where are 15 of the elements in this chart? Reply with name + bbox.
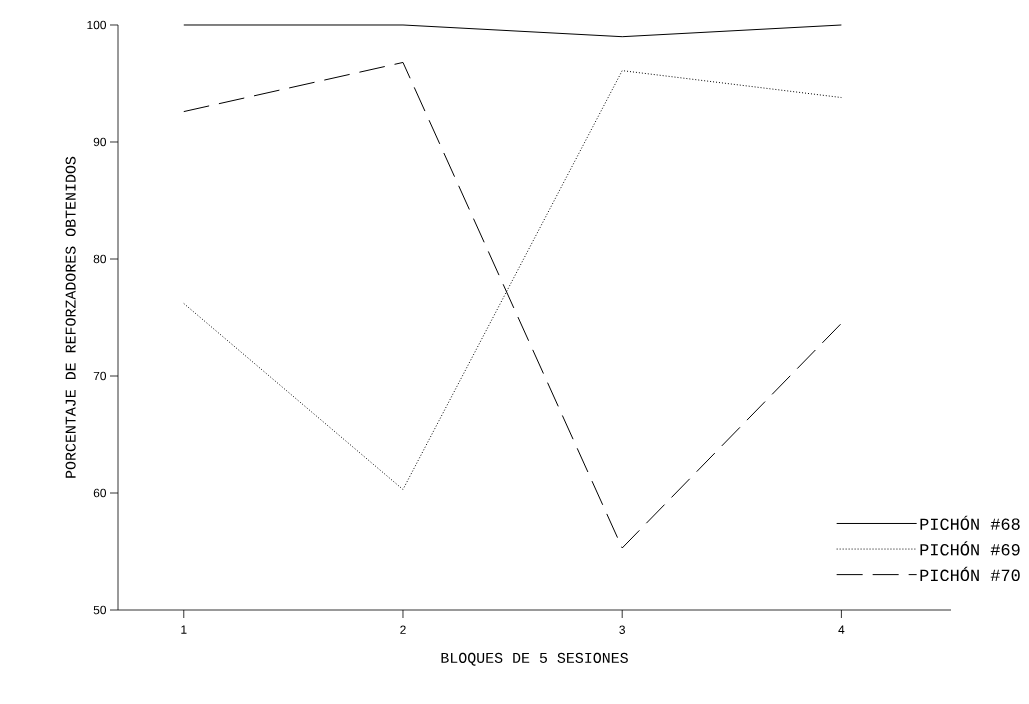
x-tick-label: 2	[400, 625, 406, 634]
x-axis-title: BLOQUES DE 5 SESIONES	[441, 652, 628, 666]
legend-label: PICHÓN #70	[920, 566, 1020, 582]
y-tick-label: 50	[93, 605, 107, 615]
y-tick-label: 80	[93, 254, 107, 264]
x-tick-label: 4	[838, 625, 845, 634]
y-tick-label: 100	[87, 20, 107, 30]
y-axis-title: PORCENTAJE DE REFORZADORES OBTENIDOS	[65, 156, 76, 478]
x-tick-label: 1	[181, 625, 187, 634]
y-tick-label: 90	[93, 137, 107, 147]
y-tick-label: 70	[93, 371, 107, 381]
legend-label: PICHÓN #68	[920, 515, 1020, 530]
legend-label: PICHÓN #69	[920, 541, 1020, 556]
x-tick-label: 3	[619, 625, 625, 634]
y-tick-label: 60	[93, 488, 107, 498]
